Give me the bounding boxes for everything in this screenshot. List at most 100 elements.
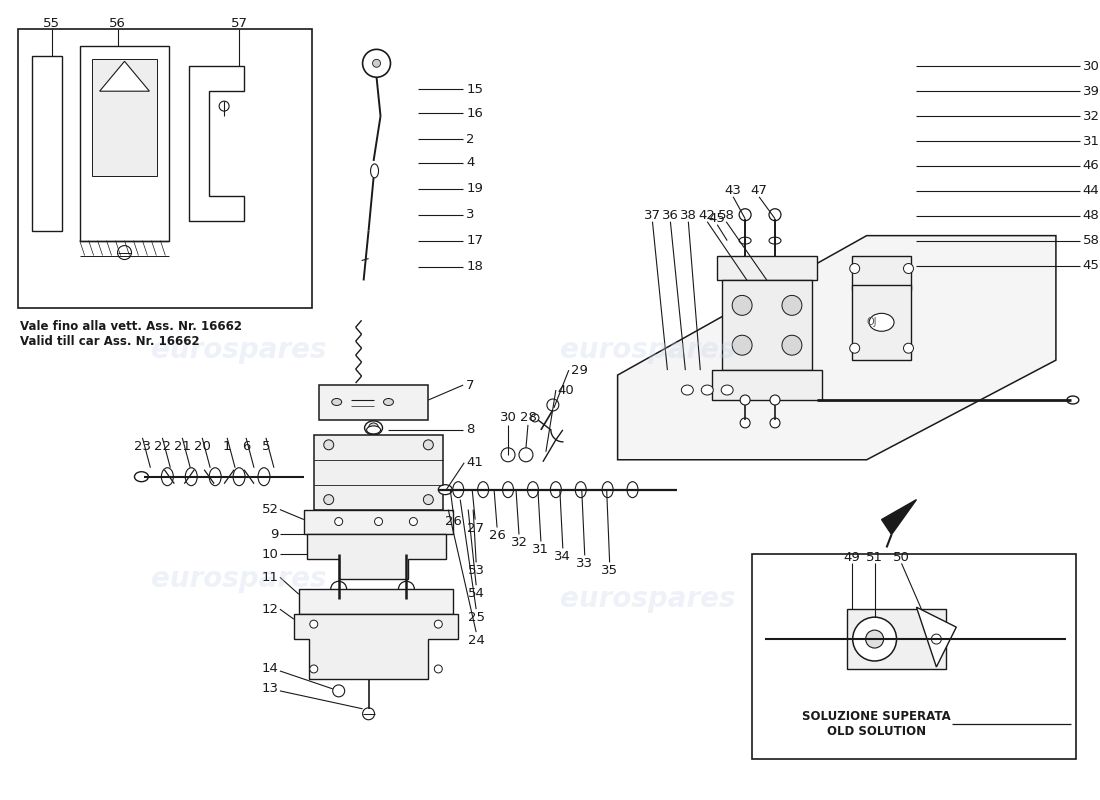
Polygon shape (851, 286, 912, 360)
Text: 30: 30 (1082, 60, 1100, 73)
Circle shape (424, 494, 433, 505)
Text: 16: 16 (466, 106, 483, 120)
Text: 31: 31 (532, 543, 549, 557)
Text: 34: 34 (554, 550, 571, 563)
Text: 49: 49 (844, 551, 860, 564)
Text: 44: 44 (1082, 184, 1100, 198)
Circle shape (903, 343, 913, 353)
Polygon shape (319, 385, 428, 420)
Ellipse shape (453, 482, 464, 498)
Text: 27: 27 (466, 522, 484, 534)
Text: 9: 9 (271, 528, 279, 541)
Text: 14: 14 (262, 662, 279, 675)
Circle shape (782, 295, 802, 315)
Ellipse shape (438, 485, 452, 494)
Polygon shape (881, 500, 916, 534)
Ellipse shape (134, 472, 148, 482)
Ellipse shape (739, 237, 751, 244)
Text: SOLUZIONE SUPERATA
OLD SOLUTION: SOLUZIONE SUPERATA OLD SOLUTION (802, 710, 952, 738)
Ellipse shape (233, 468, 245, 486)
Polygon shape (100, 62, 150, 91)
Polygon shape (294, 614, 459, 679)
Text: 55: 55 (43, 17, 60, 30)
Text: OJ: OJ (867, 318, 877, 327)
Polygon shape (304, 510, 453, 534)
Text: 43: 43 (725, 184, 741, 198)
Circle shape (770, 395, 780, 405)
Ellipse shape (209, 468, 221, 486)
Text: 32: 32 (1082, 110, 1100, 122)
Circle shape (740, 395, 750, 405)
Circle shape (739, 209, 751, 221)
Polygon shape (712, 370, 822, 400)
Text: Vale fino alla vett. Ass. Nr. 16662
Valid till car Ass. Nr. 16662: Vale fino alla vett. Ass. Nr. 16662 Vali… (20, 320, 242, 348)
Text: 51: 51 (866, 551, 883, 564)
Text: 2: 2 (466, 133, 475, 146)
Polygon shape (314, 435, 443, 510)
Ellipse shape (722, 385, 734, 395)
Text: 58: 58 (718, 210, 735, 222)
Polygon shape (79, 46, 169, 241)
Text: 18: 18 (466, 260, 483, 273)
Ellipse shape (162, 468, 174, 486)
Circle shape (310, 665, 318, 673)
Ellipse shape (627, 482, 638, 498)
Text: 5: 5 (262, 440, 271, 453)
Circle shape (740, 418, 750, 428)
Text: 7: 7 (466, 378, 475, 391)
Polygon shape (299, 590, 453, 614)
Ellipse shape (1067, 396, 1079, 404)
Text: 10: 10 (262, 548, 279, 561)
Polygon shape (851, 255, 912, 290)
Text: 13: 13 (262, 682, 279, 695)
Circle shape (782, 335, 802, 355)
Polygon shape (307, 534, 447, 579)
Text: 15: 15 (466, 82, 483, 96)
Text: eurospares: eurospares (560, 586, 735, 614)
Circle shape (323, 494, 333, 505)
Text: 36: 36 (662, 210, 679, 222)
Text: 41: 41 (466, 456, 483, 470)
Circle shape (332, 685, 344, 697)
Text: 1: 1 (223, 440, 231, 453)
Text: 11: 11 (262, 571, 279, 584)
Text: 28: 28 (519, 411, 537, 425)
Ellipse shape (681, 385, 693, 395)
Text: 58: 58 (1082, 234, 1100, 247)
Ellipse shape (366, 426, 381, 434)
Ellipse shape (364, 421, 383, 435)
Circle shape (334, 518, 343, 526)
Circle shape (866, 630, 883, 648)
Circle shape (502, 448, 515, 462)
Polygon shape (32, 56, 62, 230)
Circle shape (903, 263, 913, 274)
Ellipse shape (869, 314, 894, 331)
Circle shape (118, 246, 132, 259)
Text: 32: 32 (510, 537, 528, 550)
Text: 35: 35 (601, 564, 618, 578)
Text: 57: 57 (231, 17, 248, 30)
Circle shape (519, 448, 532, 462)
Ellipse shape (550, 482, 561, 498)
Text: 50: 50 (893, 551, 910, 564)
Text: 30: 30 (499, 411, 517, 425)
Text: 46: 46 (1082, 159, 1100, 173)
Circle shape (932, 634, 942, 644)
Ellipse shape (702, 385, 713, 395)
Text: 23: 23 (134, 440, 151, 453)
Circle shape (310, 620, 318, 628)
Circle shape (849, 343, 860, 353)
Circle shape (852, 617, 896, 661)
Ellipse shape (384, 398, 394, 406)
Polygon shape (91, 59, 157, 176)
Text: 22: 22 (154, 440, 170, 453)
Text: 26: 26 (444, 514, 462, 527)
Ellipse shape (371, 164, 378, 178)
Circle shape (424, 440, 433, 450)
Text: 47: 47 (750, 184, 768, 198)
Text: 3: 3 (466, 208, 475, 222)
Text: eurospares: eurospares (152, 336, 327, 364)
Ellipse shape (332, 398, 342, 406)
Polygon shape (717, 255, 817, 281)
Text: 45: 45 (1082, 259, 1100, 272)
